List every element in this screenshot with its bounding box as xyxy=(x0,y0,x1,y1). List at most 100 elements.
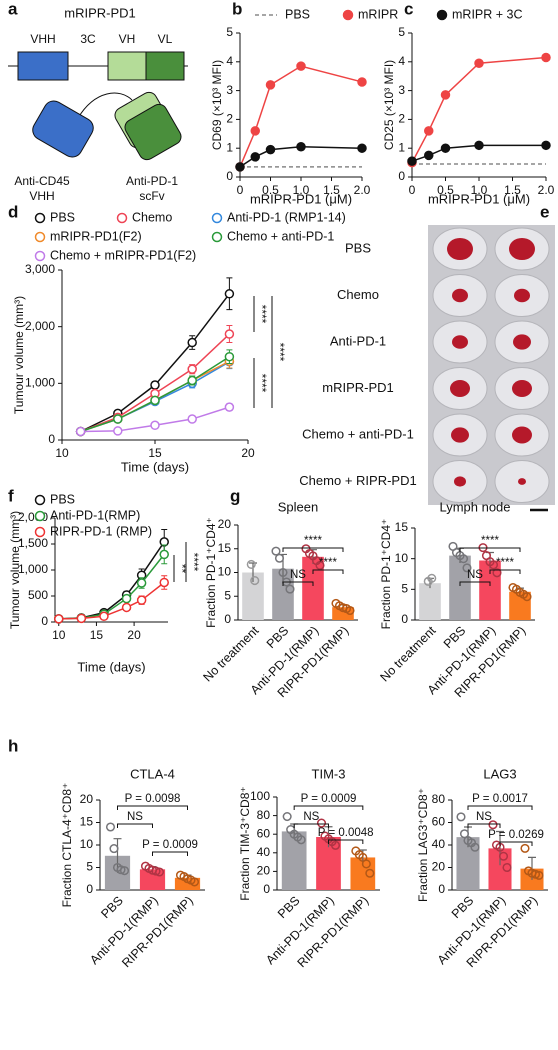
y-tick-label: 10 xyxy=(218,565,232,579)
y-tick-label: 1 xyxy=(398,140,405,154)
legend-marker xyxy=(211,231,223,243)
significance-bracket xyxy=(282,581,314,586)
photo-row-label: Anti-PD-1 xyxy=(330,333,386,348)
tumour xyxy=(451,427,469,443)
legend-marker xyxy=(34,231,46,243)
data-point xyxy=(113,426,123,436)
domain-label: VH xyxy=(119,32,136,46)
y-axis-label: Fraction CTLA-4⁺CD8⁺ xyxy=(60,783,74,908)
y-tick-label: 0 xyxy=(41,614,48,628)
significance-bracket xyxy=(467,823,501,828)
data-point xyxy=(150,420,160,431)
data-point xyxy=(150,395,160,406)
bar xyxy=(332,607,354,620)
y-tick-label: 80 xyxy=(432,792,446,806)
data-point xyxy=(458,554,469,564)
data-point xyxy=(119,866,130,876)
data-point xyxy=(345,605,355,616)
vhh-shape xyxy=(32,100,94,158)
significance-bracket xyxy=(467,805,533,810)
bar xyxy=(281,831,307,890)
data-point xyxy=(109,844,119,854)
x-tick-label: PBS xyxy=(449,894,477,922)
y-axis-label: CD25 (×10³ MFI) xyxy=(382,60,396,150)
significance-bracket xyxy=(152,851,188,856)
domain-label: 3C xyxy=(80,32,96,46)
significance-bracket xyxy=(293,823,329,828)
panel-label: g xyxy=(230,486,240,505)
x-tick-label: 15 xyxy=(90,628,104,642)
data-point xyxy=(541,140,551,151)
data-point xyxy=(427,573,437,583)
data-point xyxy=(534,870,544,880)
legend-label: PBS xyxy=(50,210,75,224)
diagram-label: scFv xyxy=(139,189,164,203)
significance-label: **** xyxy=(319,557,337,569)
legend-label: PBS xyxy=(285,7,310,21)
photo-background xyxy=(428,225,555,505)
diagram-title: mRIPR-PD1 xyxy=(64,5,136,20)
y-tick-label: 20 xyxy=(80,792,94,806)
panel-label: d xyxy=(8,202,18,221)
panel-a: a mRIPR-PD1 VHH 3C VH VL Anti-CD45 VHH A… xyxy=(8,0,188,203)
tumour xyxy=(450,380,470,397)
diagram-label: Anti-PD-1 xyxy=(126,174,178,188)
legend-label: Anti-PD-1 (RMP1-14) xyxy=(227,210,346,224)
legend-marker xyxy=(342,9,354,21)
x-axis-label: Time (days) xyxy=(121,459,189,474)
y-tick-label: 40 xyxy=(432,837,446,851)
data-point xyxy=(498,851,509,861)
data-point xyxy=(105,822,116,832)
data-point xyxy=(99,611,109,622)
y-tick-label: 5 xyxy=(398,25,405,39)
legend-label: Chemo + anti-PD-1 xyxy=(227,229,334,243)
y-tick-label: 15 xyxy=(218,541,232,555)
y-tick-label: 4 xyxy=(226,54,233,68)
y-tick-label: 3 xyxy=(398,83,405,97)
data-point xyxy=(136,578,147,588)
y-tick-label: 0 xyxy=(398,169,405,183)
y-tick-label: 15 xyxy=(395,520,409,534)
y-tick-label: 1,000 xyxy=(18,562,48,576)
data-point xyxy=(274,553,285,563)
data-point xyxy=(456,812,466,822)
x-axis-label: mRIPR-PD1 (μM) xyxy=(428,191,530,206)
legend-label: Anti-PD-1(RMP) xyxy=(50,508,140,522)
data-point xyxy=(54,614,64,624)
x-tick-label: 2.0 xyxy=(354,183,371,197)
y-tick-label: 100 xyxy=(250,789,270,803)
photo-row-label: Chemo xyxy=(337,287,379,302)
significance-label: NS xyxy=(303,811,319,823)
x-tick-label: 1.0 xyxy=(471,183,488,197)
x-tick-label: 20 xyxy=(127,628,141,642)
data-point xyxy=(285,584,295,594)
chart-title: CTLA-4 xyxy=(130,766,175,781)
data-point xyxy=(522,592,532,602)
series-line xyxy=(80,293,230,433)
significance-bracket xyxy=(459,547,521,552)
x-tick-label: 1.0 xyxy=(293,183,310,197)
chart-title: Lymph node xyxy=(439,499,510,514)
x-tick-label: 0.5 xyxy=(437,183,454,197)
y-tick-label: 60 xyxy=(432,815,446,829)
data-point xyxy=(459,829,470,839)
significance-label: P = 0.0269 xyxy=(488,829,544,841)
y-axis-label: CD69 (×10³ MFI) xyxy=(210,60,224,150)
photo-row-label: Chemo + RIPR-PD1 xyxy=(299,473,416,488)
data-point xyxy=(159,549,169,560)
bar xyxy=(242,572,264,620)
y-tick-label: 15 xyxy=(80,815,94,829)
y-tick-label: 5 xyxy=(401,582,408,596)
domain-label: VL xyxy=(158,32,173,46)
y-tick-label: 10 xyxy=(80,837,94,851)
data-point xyxy=(502,862,512,873)
legend-marker xyxy=(211,212,223,224)
y-axis-label: Fraction TIM-3⁺CD8⁺ xyxy=(238,786,252,900)
linker-loop xyxy=(77,92,133,119)
y-tick-label: 60 xyxy=(257,826,271,840)
x-axis-label: mRIPR-PD1 (μM) xyxy=(250,191,352,206)
x-tick-label: 0 xyxy=(409,183,416,197)
data-point xyxy=(121,602,132,613)
data-point xyxy=(520,843,530,853)
tumour xyxy=(513,334,531,350)
